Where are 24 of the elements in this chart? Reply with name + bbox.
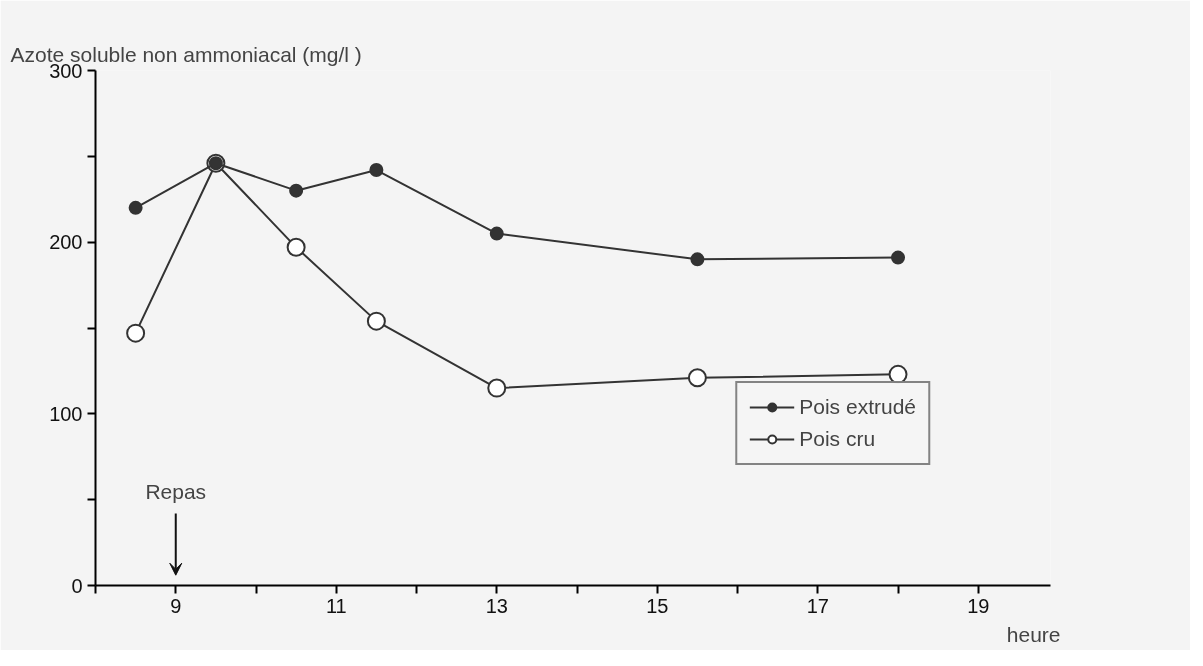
y-tick-label: 200 — [49, 231, 83, 254]
y-tick-label: 0 — [71, 574, 83, 597]
x-tick-label: 15 — [646, 594, 669, 617]
point — [126, 323, 146, 343]
x-tick-label: 17 — [806, 594, 829, 617]
point — [366, 311, 386, 331]
y-tick-label: 100 — [49, 402, 83, 425]
x-tick-label: 11 — [325, 594, 347, 617]
point — [489, 226, 504, 241]
x-axis-title: heure — [1006, 622, 1061, 646]
x-tick-label: 9 — [170, 594, 182, 617]
x-tick-label: 19 — [967, 594, 990, 617]
annotation: Repas — [145, 480, 207, 504]
point — [289, 183, 304, 198]
point — [369, 163, 384, 178]
point — [891, 250, 906, 265]
point — [487, 378, 507, 398]
point — [286, 237, 306, 257]
x-tick-label: 13 — [485, 594, 508, 617]
point — [687, 368, 707, 388]
legend-label: Pois cru — [799, 427, 876, 451]
point — [690, 252, 705, 267]
legend-label: Pois extrudé — [799, 395, 916, 419]
point — [128, 200, 143, 215]
